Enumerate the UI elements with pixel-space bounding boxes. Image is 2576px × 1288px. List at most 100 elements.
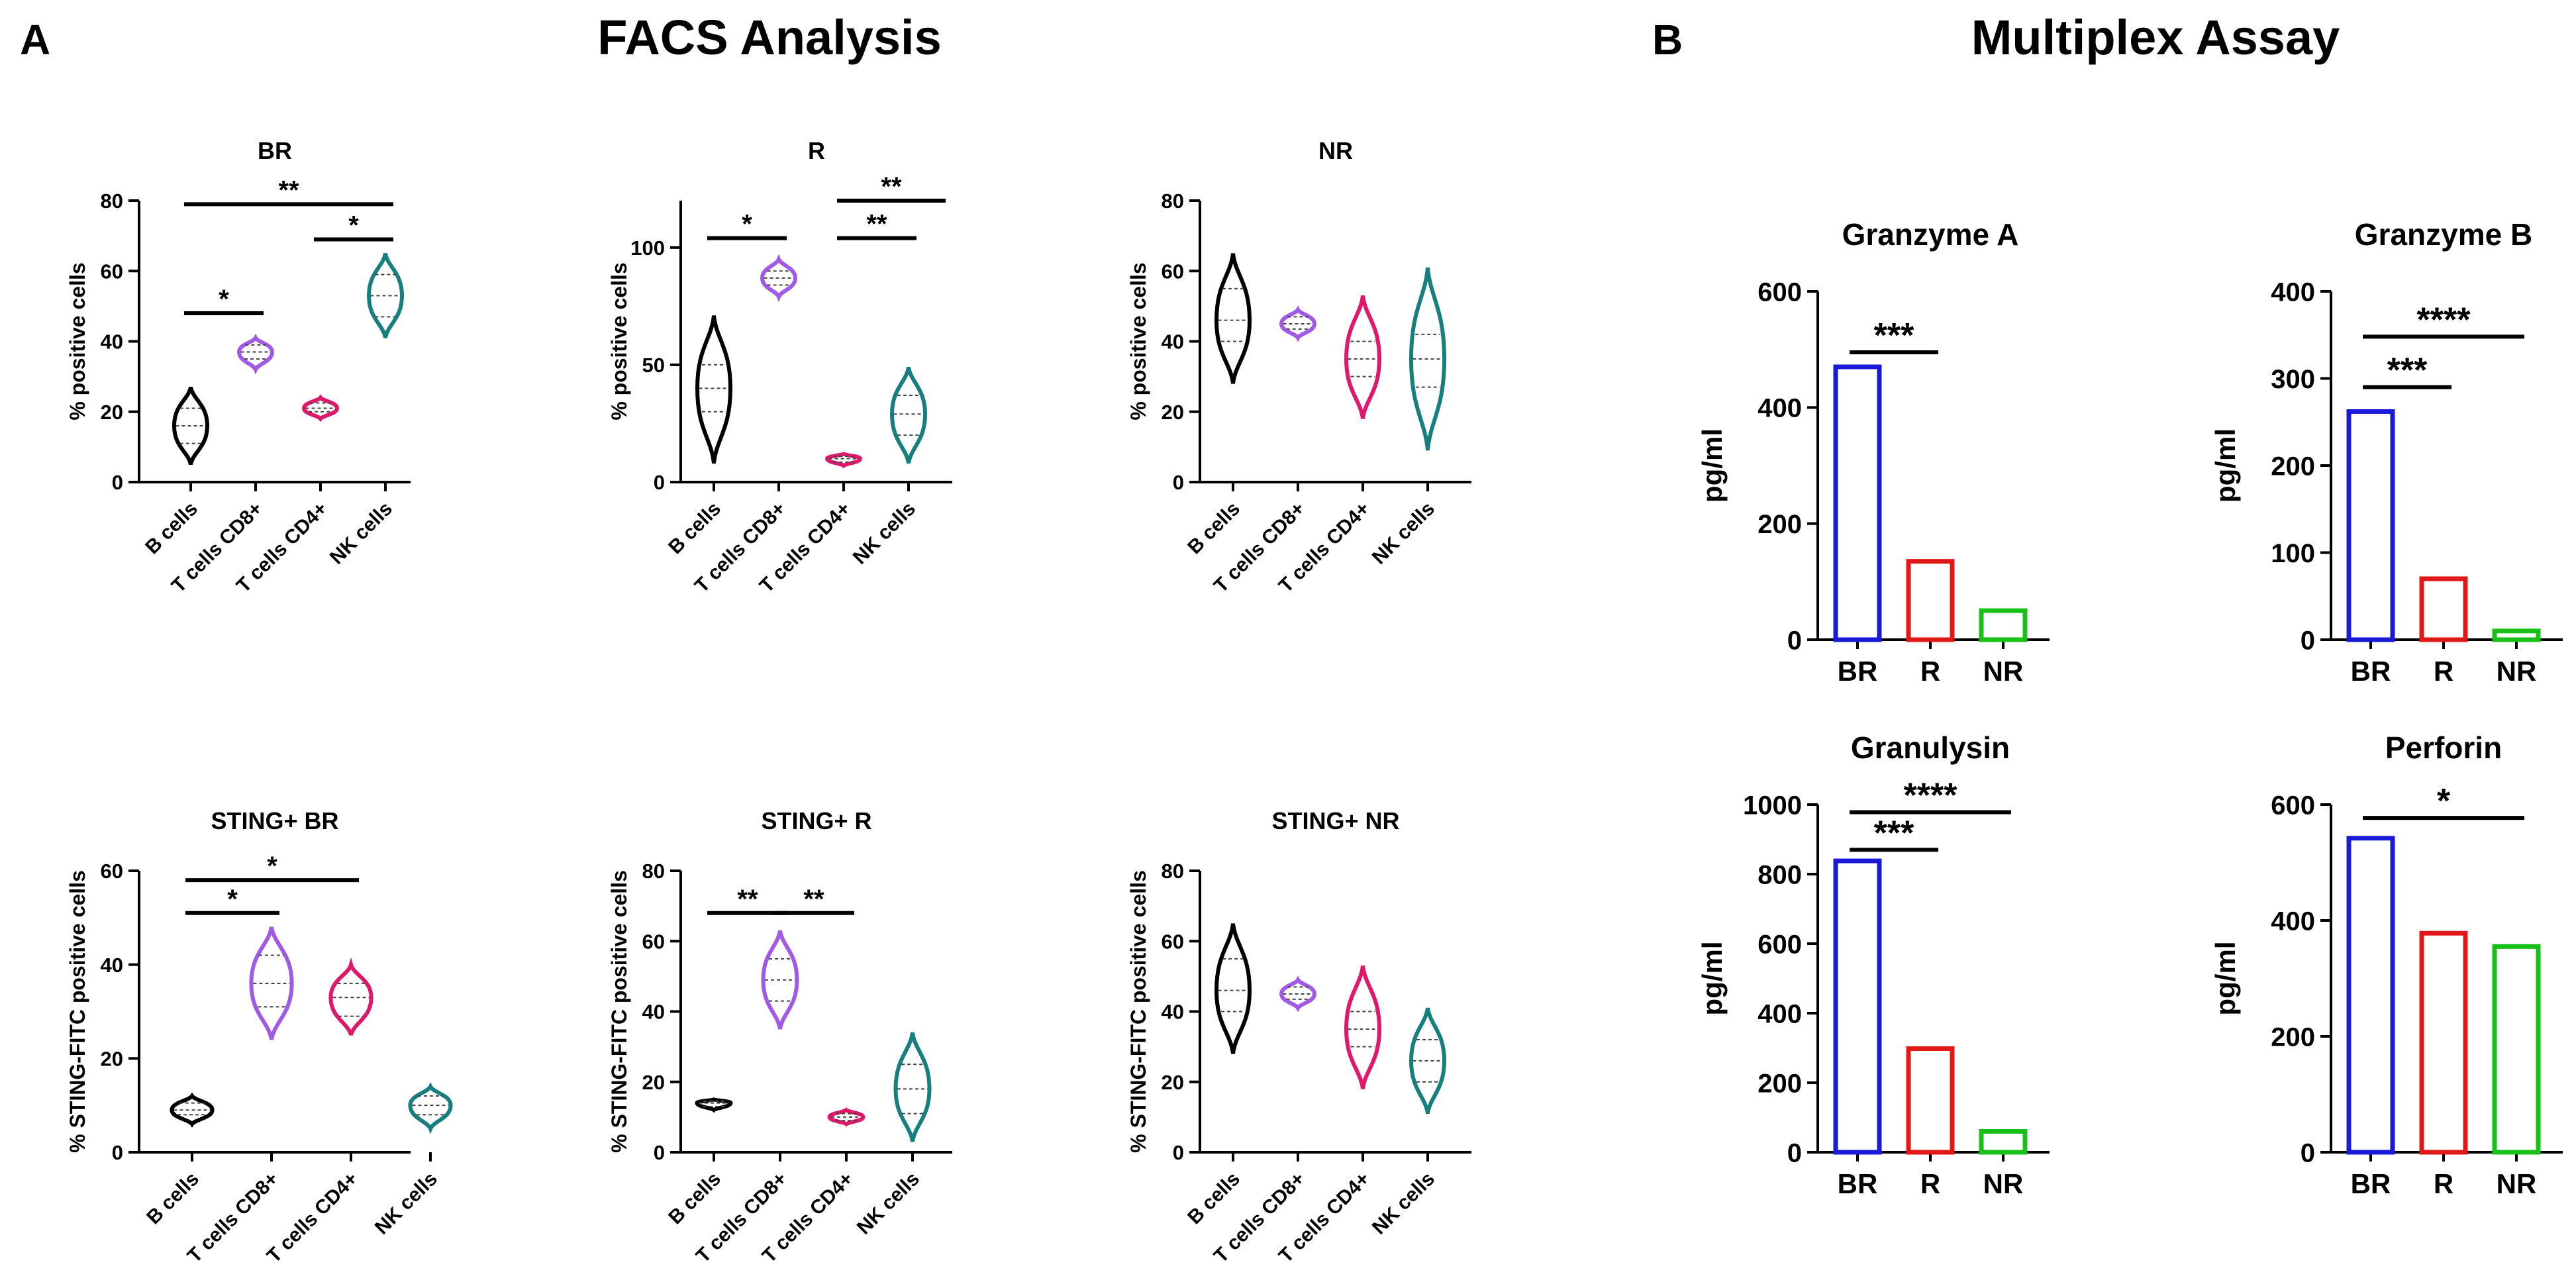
y-tick-label: 0 [1787,626,1802,655]
x-tick-label: NR [1983,1168,2024,1199]
y-tick-label: 20 [1162,401,1184,424]
y-tick-label: 0 [1787,1138,1802,1167]
violin-nk-cells [367,252,404,338]
chart-multiplex-granulysin: Granulysin 0 200 400 600 800 1000 pg/ml BR R NR ***… [1697,730,2050,1199]
y-tick-label: 0 [2301,626,2315,655]
x-tick-label: NK cells [326,498,397,569]
x-tick-label: NK cells [853,1168,924,1239]
x-tick-label: B cells [141,498,202,559]
x-tick-label: NK cells [849,498,920,569]
violin-b-cells [695,1097,733,1113]
y-tick-label: 0 [1173,1141,1184,1164]
bar-r [1906,559,1955,642]
bar-r [1906,1046,1955,1155]
chart-facs-sting-nr: STING+ NR 0 20 40 60 80 % STING-FITC positive … [1126,807,1471,1267]
y-tick-label: 40 [101,330,123,354]
x-tick-label: BR [1838,656,1878,687]
y-tick-label: 20 [642,1071,665,1094]
x-tick-label: B cells [664,1168,725,1229]
violin-nk-cells [408,1082,453,1134]
y-axis-label: pg/ml [1697,428,1728,503]
y-tick-label: 60 [1162,260,1184,283]
y-tick-label: 600 [1758,277,1802,307]
violin-nk-cells [1409,267,1446,451]
x-tick-label: NR [2497,1168,2537,1199]
significance-label: * [348,211,359,240]
x-tick-label: BR [2351,656,2391,687]
violin-t-cells-cd4 [302,394,339,422]
bar-r [2419,576,2468,642]
y-tick-label: 80 [642,860,665,883]
violin-t-cells-cd4 [825,451,862,469]
x-tick-label: B cells [664,498,725,559]
y-tick-label: 400 [2271,277,2315,307]
x-tick-label: NR [1983,656,2024,687]
chart-facs-sting-r: STING+ R 0 20 40 60 80 % STING-FITC positive c… [607,807,952,1267]
y-tick-label: 0 [2301,1138,2315,1167]
panel-a-letter: A [20,16,50,64]
y-axis-label: % positive cells [66,262,89,420]
x-tick-label: R [1920,1168,1940,1199]
y-tick-label: 1000 [1743,791,1802,820]
bar-nr [2492,944,2541,1155]
y-tick-label: 100 [2271,539,2315,568]
y-tick-label: 0 [1173,471,1184,494]
bar-br [1833,364,1882,642]
y-tick-label: 80 [1162,860,1184,883]
y-tick-label: 200 [2271,452,2315,481]
y-tick-label: 400 [1758,999,1802,1028]
chart-facs-sting-br: STING+ BR 0 20 40 60 % STING-FITC positive ce… [66,807,453,1267]
violin-t-cells-cd4 [827,1107,866,1127]
y-tick-label: 200 [2271,1022,2315,1052]
x-tick-label: BR [2351,1168,2391,1199]
y-tick-label: 400 [2271,907,2315,936]
y-axis-label: % positive cells [607,262,631,420]
violin-t-cells-cd8 [249,926,294,1040]
significance-label: ** [278,175,299,205]
y-tick-label: 300 [2271,365,2315,394]
chart-title: Perforin [2385,730,2502,765]
significance-label: * [219,285,229,314]
y-tick-label: 0 [112,471,123,494]
significance-label: *** [2387,352,2428,390]
chart-multiplex-granzyme-a: Granzyme A 0 200 400 600 pg/ml BR R NR *** [1697,217,2050,687]
panel-a-title: FACS Analysis [597,10,942,65]
significance-label: * [227,885,238,914]
violin-b-cells [170,1092,215,1128]
chart-title: NR [1318,137,1353,164]
panel-b-title: Multiplex Assay [1971,10,2340,65]
violin-t-cells-cd4 [328,957,373,1036]
x-tick-label: R [2434,656,2453,687]
bar-r [2419,930,2468,1155]
significance-label: ** [737,885,758,914]
significance-label: **** [2417,301,2471,339]
y-tick-label: 60 [101,860,123,883]
y-tick-label: 60 [1162,930,1184,953]
y-tick-label: 60 [642,930,665,953]
significance-label: ** [881,172,902,201]
chart-title: Granzyme A [1842,217,2019,252]
y-tick-label: 40 [101,954,123,977]
y-tick-label: 80 [101,189,123,213]
chart-title: STING+ R [761,807,871,834]
x-tick-label: NK cells [1368,498,1439,569]
x-tick-label: R [2434,1168,2453,1199]
y-tick-label: 0 [654,471,665,494]
violin-b-cells [695,315,732,464]
violin-nk-cells [1409,1007,1446,1115]
bar-nr [1979,1129,2028,1155]
y-axis-label: % STING-FITC positive cells [607,870,631,1153]
violin-t-cells-cd8 [761,930,799,1030]
y-tick-label: 600 [1758,930,1802,959]
y-tick-label: 0 [654,1141,665,1164]
violin-t-cells-cd4 [1344,966,1381,1089]
significance-label: ** [803,885,824,914]
chart-title: Granulysin [1851,730,2010,765]
y-tick-label: 600 [2271,791,2315,820]
y-tick-label: 40 [1162,1001,1184,1024]
